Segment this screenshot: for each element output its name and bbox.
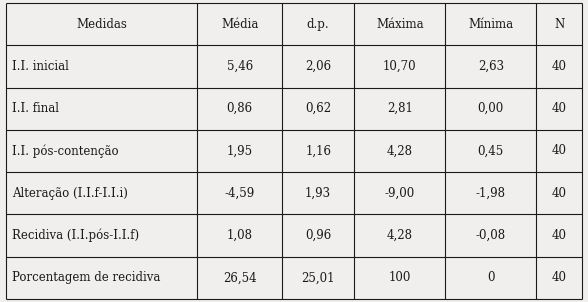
- Text: 0,45: 0,45: [477, 144, 504, 158]
- Text: 0,86: 0,86: [226, 102, 253, 115]
- Text: 40: 40: [552, 187, 567, 200]
- Text: 40: 40: [552, 229, 567, 242]
- Text: 0,96: 0,96: [305, 229, 331, 242]
- Text: 5,46: 5,46: [226, 60, 253, 73]
- Text: 1,16: 1,16: [305, 144, 331, 158]
- Text: I.I. inicial: I.I. inicial: [12, 60, 69, 73]
- Text: N: N: [554, 18, 564, 31]
- Text: Média: Média: [221, 18, 258, 31]
- Text: 25,01: 25,01: [302, 271, 335, 284]
- Text: 10,70: 10,70: [383, 60, 416, 73]
- Text: Medidas: Medidas: [76, 18, 127, 31]
- Text: 4,28: 4,28: [387, 229, 413, 242]
- Text: -0,08: -0,08: [476, 229, 506, 242]
- Text: 40: 40: [552, 271, 567, 284]
- Text: Porcentagem de recidiva: Porcentagem de recidiva: [12, 271, 160, 284]
- Text: I.I. pós-contenção: I.I. pós-contenção: [12, 144, 118, 158]
- Text: 1,93: 1,93: [305, 187, 331, 200]
- Text: 0,62: 0,62: [305, 102, 331, 115]
- Text: Máxima: Máxima: [376, 18, 423, 31]
- Text: 40: 40: [552, 144, 567, 158]
- Text: -4,59: -4,59: [225, 187, 255, 200]
- Text: 2,06: 2,06: [305, 60, 331, 73]
- Text: 4,28: 4,28: [387, 144, 413, 158]
- Text: 26,54: 26,54: [223, 271, 256, 284]
- Text: 0: 0: [487, 271, 495, 284]
- Text: d.p.: d.p.: [307, 18, 329, 31]
- Text: 2,63: 2,63: [477, 60, 504, 73]
- Text: -9,00: -9,00: [385, 187, 415, 200]
- Text: Mínima: Mínima: [468, 18, 513, 31]
- Text: 1,08: 1,08: [227, 229, 253, 242]
- Text: 40: 40: [552, 60, 567, 73]
- Text: -1,98: -1,98: [476, 187, 506, 200]
- Text: 0,00: 0,00: [477, 102, 504, 115]
- Text: 40: 40: [552, 102, 567, 115]
- Text: I.I. final: I.I. final: [12, 102, 59, 115]
- Text: 2,81: 2,81: [387, 102, 413, 115]
- Text: Recidiva (I.I.pós-I.I.f): Recidiva (I.I.pós-I.I.f): [12, 229, 139, 242]
- Text: 100: 100: [389, 271, 411, 284]
- Text: Alteração (I.I.f-I.I.i): Alteração (I.I.f-I.I.i): [12, 187, 128, 200]
- Text: 1,95: 1,95: [226, 144, 253, 158]
